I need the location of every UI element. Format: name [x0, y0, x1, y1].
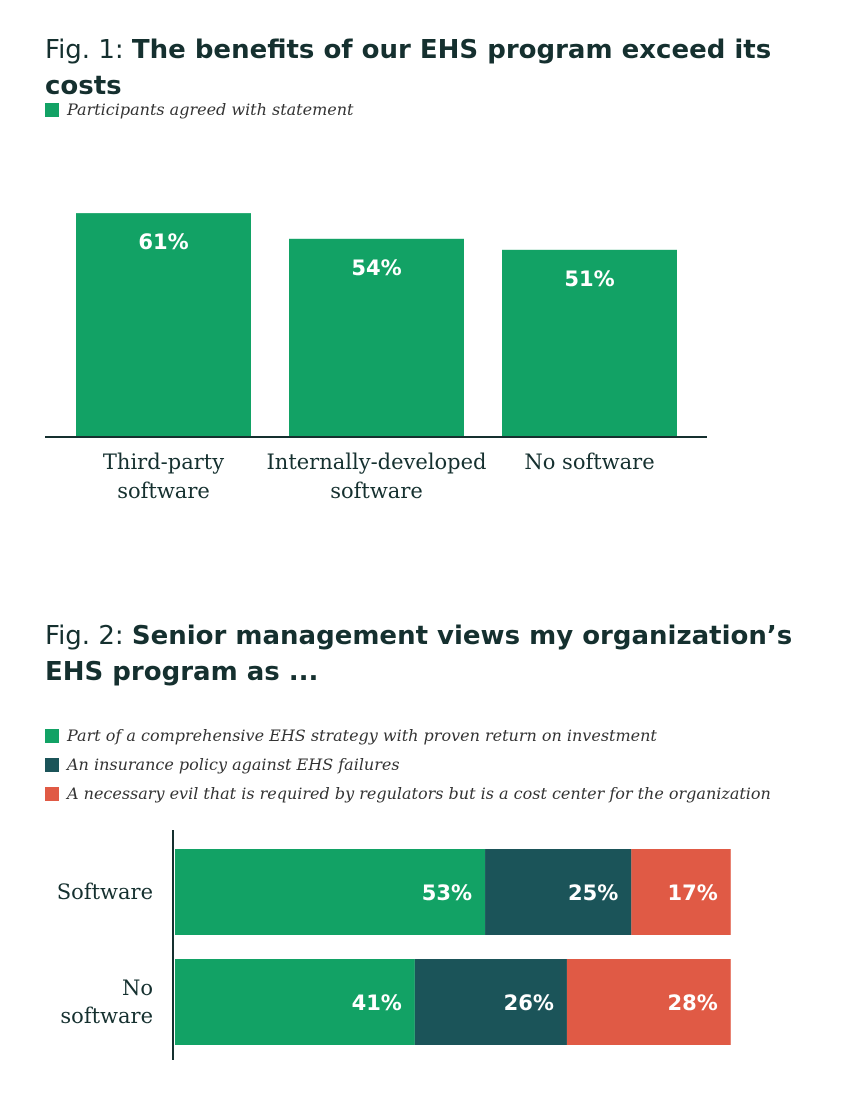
fig1-bar-chart: 61% Third-party software 54% Internally-deve…	[45, 213, 707, 503]
fig2-segment-value-label: 25%	[568, 881, 618, 905]
fig1-bar-value-label: 54%	[351, 256, 401, 280]
fig2-title-prefix: Fig. 2:	[45, 621, 132, 651]
fig2-category-label: Software	[57, 880, 153, 904]
fig2-bar-segment	[175, 959, 415, 1045]
fig2-legend-item: Part of a comprehensive EHS strategy wit…	[45, 721, 771, 750]
fig1-title-text: The benefits of our EHS program exceed i…	[45, 35, 772, 101]
fig2-stacked-bar-chart: 53% 25% 17% Software 41% 26% 28% No software	[57, 830, 731, 1060]
fig1-category-label: No software	[524, 450, 654, 474]
fig1-bar-value-label: 51%	[564, 267, 614, 291]
fig2-legend-swatch	[45, 728, 59, 743]
fig2-bar-segment	[414, 959, 567, 1045]
fig2-segment-value-label: 53%	[422, 881, 472, 905]
fig1-category-label: Third-party	[103, 450, 224, 474]
fig2-bar-segment	[631, 849, 731, 935]
fig2-legend: Part of a comprehensive EHS strategy wit…	[45, 721, 771, 808]
fig2-segment-value-label: 41%	[352, 991, 402, 1015]
fig2-bar-segment	[485, 849, 632, 935]
fig1-legend-label: Participants agreed with statement	[67, 100, 354, 119]
fig1-title: Fig. 1: The benefits of our EHS program …	[45, 32, 844, 104]
fig2-title-text: Senior management views my organization’…	[45, 621, 793, 687]
fig2-legend-label: A necessary evil that is required by reg…	[67, 784, 771, 803]
fig1-category-label: software	[330, 479, 423, 503]
fig2-legend-swatch	[45, 757, 59, 772]
fig2-bar-segment	[566, 959, 731, 1045]
fig2-segment-value-label: 26%	[504, 991, 554, 1015]
fig1-legend-swatch	[45, 102, 59, 117]
fig2-segment-value-label: 17%	[667, 881, 717, 905]
fig1-title-prefix: Fig. 1:	[45, 35, 132, 65]
fig1-category-label: software	[117, 479, 210, 503]
fig2-legend-label: Part of a comprehensive EHS strategy wit…	[67, 726, 657, 745]
fig1-legend: Participants agreed with statement	[45, 95, 353, 124]
fig1-bar	[76, 213, 251, 437]
fig2-legend-item: A necessary evil that is required by reg…	[45, 779, 771, 808]
fig2-legend-swatch	[45, 786, 59, 801]
fig1-category-label: Internally-developed	[267, 450, 487, 474]
fig2-segment-value-label: 28%	[667, 991, 717, 1015]
fig2-category-label: No	[122, 976, 153, 1000]
fig1-bar	[289, 238, 464, 437]
fig2-title: Fig. 2: Senior management views my organ…	[45, 618, 805, 690]
fig1-bar	[502, 249, 677, 437]
fig2-category-label: software	[60, 1004, 153, 1028]
fig1-bar-value-label: 61%	[138, 230, 188, 254]
fig2-bar-segment	[175, 849, 486, 935]
fig1-legend-item: Participants agreed with statement	[45, 95, 353, 124]
fig2-legend-label: An insurance policy against EHS failures	[67, 755, 400, 774]
fig2-legend-item: An insurance policy against EHS failures	[45, 750, 771, 779]
